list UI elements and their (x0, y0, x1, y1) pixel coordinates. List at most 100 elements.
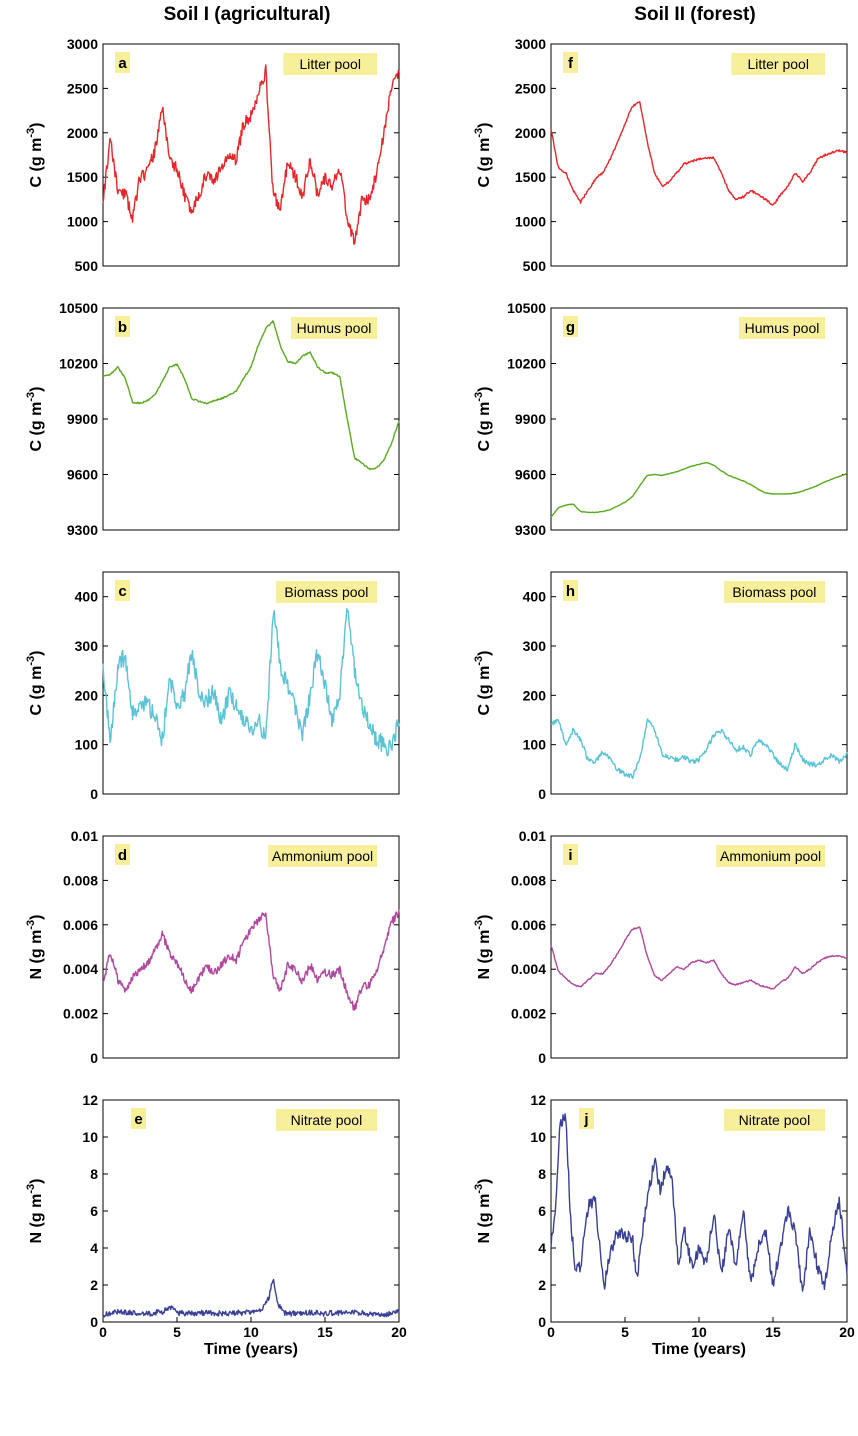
y-tick-label: 0.006 (63, 917, 98, 933)
y-tick-label: 1500 (67, 169, 98, 185)
pool-label-badge (275, 1109, 377, 1131)
pool-label-badge (716, 845, 825, 867)
x-tick-label: 20 (839, 1324, 855, 1340)
y-tick-label: 0 (90, 1314, 98, 1330)
panel-letter: d (118, 847, 127, 864)
y-axis-label: N (g m-3) (25, 1179, 45, 1244)
y-tick-label: 0 (538, 1050, 546, 1066)
panel-f: 500 1000 1500 2000 2500 3000 C (g m-3) f Litter … (473, 36, 848, 274)
axes-box (550, 43, 848, 267)
y-tick-label: 0.008 (511, 872, 546, 888)
panel-letter-badge (115, 844, 130, 865)
y-tick-label: 0.004 (63, 961, 98, 977)
y-tick-label: 3000 (67, 36, 98, 52)
panel-letter-badge (579, 1108, 594, 1129)
y-tick-label: 8 (90, 1166, 98, 1182)
column-title-soil-1: Soil I (agricultural) (163, 4, 331, 25)
y-tick-label: 2 (538, 1277, 546, 1293)
series-line (550, 461, 848, 518)
y-tick-label: 10 (530, 1129, 546, 1145)
y-tick-label: 300 (75, 638, 99, 654)
panel-letter-badge (131, 1108, 146, 1129)
x-axis-label: Time (years) (204, 1341, 298, 1358)
y-tick-label: 200 (75, 687, 99, 703)
panel-b: 9300 9600 9900 10200 10500 C (g m-3) b Humus po… (25, 300, 400, 538)
y-tick-label: 6 (538, 1203, 546, 1219)
y-tick-label: 0.008 (63, 872, 98, 888)
y-tick-label: 9900 (515, 411, 546, 427)
y-tick-label: 1000 (515, 214, 546, 230)
series-line (102, 908, 400, 1011)
y-axis-label: C (g m-3) (473, 123, 493, 188)
y-tick-label: 2000 (67, 125, 98, 141)
panel-c: 0 100 200 300 400 C (g m-3) c Biomass pool (25, 571, 400, 802)
y-tick-label: 1000 (67, 214, 98, 230)
y-tick-label: 2 (90, 1277, 98, 1293)
y-tick-label: 9900 (67, 411, 98, 427)
y-axis-label: N (g m-3) (473, 915, 493, 980)
pool-label-badge (739, 317, 825, 339)
series-line (102, 64, 400, 245)
y-tick-label: 0.002 (63, 1006, 98, 1022)
y-tick-label: 10500 (507, 300, 546, 316)
y-tick-label: 0.006 (511, 917, 546, 933)
column-title-soil-2: Soil II (forest) (634, 4, 756, 25)
y-tick-label: 400 (75, 589, 99, 605)
panel-letter: c (118, 583, 126, 600)
series-line (550, 926, 848, 990)
y-tick-label: 200 (523, 687, 547, 703)
y-tick-label: 6 (90, 1203, 98, 1219)
pool-label: Ammonium pool (272, 848, 373, 864)
panel-letter-badge (115, 52, 130, 73)
panel-letter: g (566, 319, 575, 336)
x-tick-label: 5 (173, 1324, 181, 1340)
y-tick-label: 300 (523, 638, 547, 654)
y-tick-label: 10500 (59, 300, 98, 316)
x-tick-label: 15 (765, 1324, 781, 1340)
y-tick-label: 100 (523, 737, 547, 753)
panel-letter: a (118, 55, 127, 72)
y-axis-label: N (g m-3) (25, 915, 45, 980)
panel-letter-badge (563, 52, 578, 73)
y-axis-label: C (g m-3) (473, 387, 493, 452)
y-tick-label: 10200 (507, 356, 546, 372)
y-tick-label: 0.004 (511, 961, 546, 977)
panel-e: 0 2 4 6 8 10 12 0 5 10 15 20 N (g m-3) Time (years) e N… (25, 1092, 407, 1358)
y-tick-label: 9300 (67, 522, 98, 538)
y-axis-label: C (g m-3) (473, 651, 493, 716)
y-tick-label: 4 (538, 1240, 546, 1256)
pool-label: Litter pool (747, 56, 808, 72)
y-tick-label: 400 (523, 589, 547, 605)
pool-label: Litter pool (299, 56, 360, 72)
y-tick-label: 9300 (515, 522, 546, 538)
y-tick-label: 8 (538, 1166, 546, 1182)
axes-box (102, 307, 400, 531)
panel-h: 0 100 200 300 400 C (g m-3) h Biomass pool (473, 571, 848, 802)
pool-label: Nitrate pool (739, 1112, 811, 1128)
x-tick-label: 0 (547, 1324, 555, 1340)
pool-label: Biomass pool (284, 584, 368, 600)
pool-label-badge (283, 53, 377, 75)
pool-label: Humus pool (297, 320, 372, 336)
series-line (550, 718, 848, 779)
y-tick-label: 0 (90, 786, 98, 802)
y-tick-label: 3000 (515, 36, 546, 52)
y-tick-label: 0.01 (71, 828, 98, 844)
panel-letter-badge (563, 844, 578, 865)
y-axis-label: C (g m-3) (25, 123, 45, 188)
y-tick-label: 0 (90, 1050, 98, 1066)
y-tick-label: 9600 (515, 467, 546, 483)
axes-box (550, 307, 848, 531)
y-tick-label: 2500 (67, 80, 98, 96)
pool-label-badge (723, 1109, 825, 1131)
axes-box (550, 835, 848, 1059)
x-tick-label: 10 (691, 1324, 707, 1340)
y-tick-label: 12 (530, 1092, 546, 1108)
pool-label: Ammonium pool (720, 848, 821, 864)
panel-letter: j (583, 1111, 588, 1128)
y-tick-label: 4 (90, 1240, 98, 1256)
axes-box (102, 835, 400, 1059)
pool-label-badge (275, 581, 377, 603)
y-tick-label: 10200 (59, 356, 98, 372)
